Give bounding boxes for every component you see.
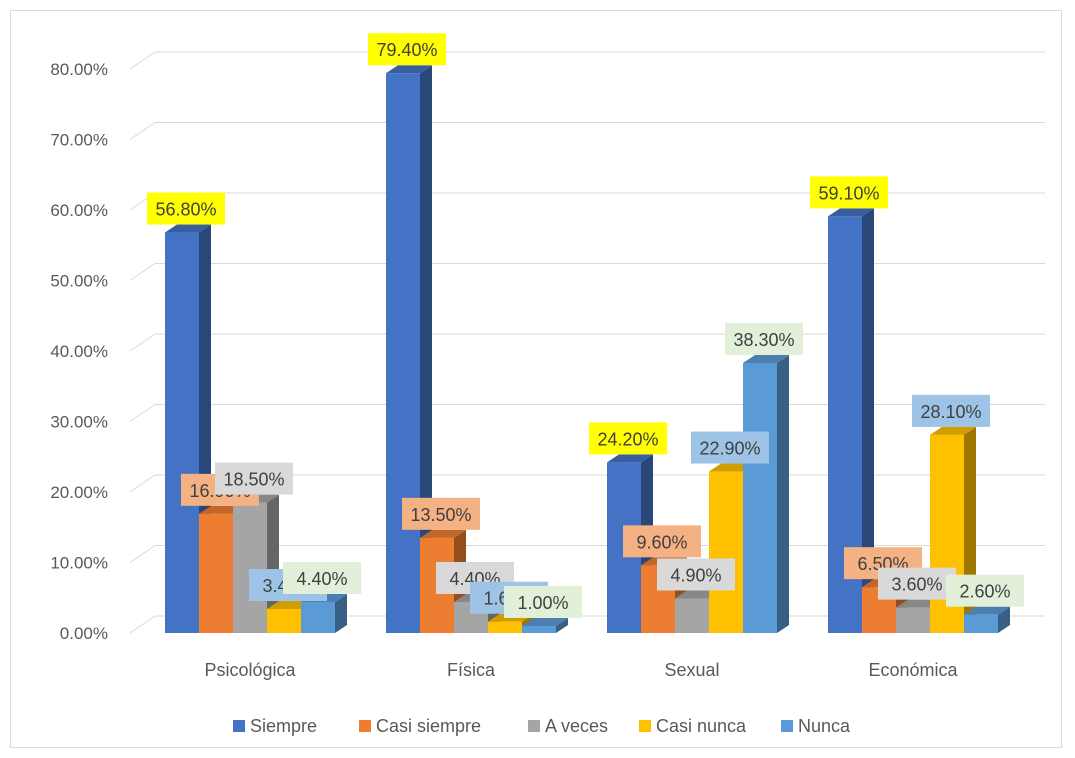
legend-label: Casi nunca bbox=[656, 716, 747, 736]
data-label-box bbox=[657, 558, 735, 591]
x-tick-label: Sexual bbox=[664, 660, 719, 680]
bar bbox=[522, 625, 556, 633]
gridline-depth bbox=[129, 122, 156, 140]
x-tick-label: Psicológica bbox=[204, 660, 296, 680]
data-label-box bbox=[504, 585, 582, 618]
legend-swatch bbox=[359, 720, 371, 732]
gridline-depth bbox=[129, 615, 156, 634]
bar-side bbox=[420, 65, 432, 634]
gridline-depth bbox=[129, 333, 156, 352]
bar-top bbox=[386, 65, 432, 74]
bar-top bbox=[607, 454, 653, 463]
legend-label: Siempre bbox=[250, 716, 317, 736]
x-tick-label: Física bbox=[447, 660, 496, 680]
y-tick-label: 30.00% bbox=[50, 413, 108, 432]
x-tick-label: Económica bbox=[868, 660, 958, 680]
gridline-depth bbox=[129, 51, 156, 70]
bar-top bbox=[964, 606, 1010, 615]
legend-swatch bbox=[528, 720, 540, 732]
bar-top bbox=[743, 354, 789, 363]
data-label: 1.00% bbox=[517, 593, 568, 613]
data-label: 4.40% bbox=[296, 569, 347, 589]
data-label: 24.20% bbox=[597, 429, 658, 449]
data-label: 22.90% bbox=[699, 439, 760, 459]
data-label: 79.40% bbox=[376, 40, 437, 60]
data-label-box bbox=[402, 497, 480, 530]
bar bbox=[488, 621, 522, 633]
data-label-box bbox=[215, 462, 293, 495]
y-tick-label: 20.00% bbox=[50, 483, 108, 502]
bar bbox=[267, 609, 301, 633]
data-label-box bbox=[368, 33, 446, 66]
y-tick-label: 10.00% bbox=[50, 554, 108, 573]
data-label: 28.10% bbox=[920, 402, 981, 422]
data-label: 59.10% bbox=[818, 183, 879, 203]
legend-label: Nunca bbox=[798, 716, 851, 736]
data-label: 9.60% bbox=[636, 532, 687, 552]
bar bbox=[301, 601, 335, 633]
bar bbox=[896, 607, 930, 633]
gridline-depth bbox=[129, 263, 156, 281]
bar bbox=[675, 598, 709, 633]
bar bbox=[743, 362, 777, 633]
data-label-box bbox=[946, 574, 1024, 607]
legend-swatch bbox=[781, 720, 793, 732]
bar-side bbox=[556, 617, 568, 633]
data-label-box bbox=[283, 561, 361, 594]
bar-side bbox=[998, 606, 1010, 633]
data-label-box bbox=[878, 567, 956, 600]
bar-top bbox=[522, 617, 568, 626]
y-tick-label: 40.00% bbox=[50, 342, 108, 361]
bar bbox=[233, 502, 267, 633]
bar bbox=[709, 471, 743, 633]
bar bbox=[964, 614, 998, 633]
legend-label: Casi siempre bbox=[376, 716, 481, 736]
data-label: 2.60% bbox=[959, 582, 1010, 602]
data-label: 4.90% bbox=[670, 565, 721, 585]
data-label: 3.60% bbox=[891, 575, 942, 595]
gridline-depth bbox=[129, 545, 156, 563]
bar-top bbox=[165, 224, 211, 233]
data-label-box bbox=[147, 192, 225, 225]
data-label-box bbox=[691, 431, 769, 464]
y-tick-label: 50.00% bbox=[50, 272, 108, 291]
data-label-box bbox=[589, 422, 667, 455]
data-label-box bbox=[912, 394, 990, 427]
gridline-depth bbox=[129, 404, 156, 422]
data-label-box bbox=[810, 176, 888, 209]
data-label-box bbox=[725, 322, 803, 355]
legend-swatch bbox=[639, 720, 651, 732]
bar bbox=[386, 73, 420, 634]
bar-top bbox=[930, 426, 976, 435]
data-label: 13.50% bbox=[410, 505, 471, 525]
bar-side bbox=[777, 354, 789, 633]
y-tick-label: 0.00% bbox=[60, 624, 108, 643]
data-label-box bbox=[623, 525, 701, 558]
bar bbox=[199, 513, 233, 633]
y-tick-label: 80.00% bbox=[50, 60, 108, 79]
bar-side bbox=[335, 593, 347, 633]
data-label: 56.80% bbox=[155, 200, 216, 220]
legend-swatch bbox=[233, 720, 245, 732]
data-label: 18.50% bbox=[223, 470, 284, 490]
bar-side bbox=[862, 208, 874, 633]
y-tick-label: 70.00% bbox=[50, 131, 108, 150]
data-label: 38.30% bbox=[733, 330, 794, 350]
chart-frame bbox=[10, 10, 1062, 748]
bar bbox=[165, 232, 199, 633]
legend-label: A veces bbox=[545, 716, 608, 736]
gridline-depth bbox=[129, 474, 156, 493]
bar-top bbox=[420, 529, 466, 538]
bar-top bbox=[828, 208, 874, 217]
y-tick-label: 60.00% bbox=[50, 201, 108, 220]
